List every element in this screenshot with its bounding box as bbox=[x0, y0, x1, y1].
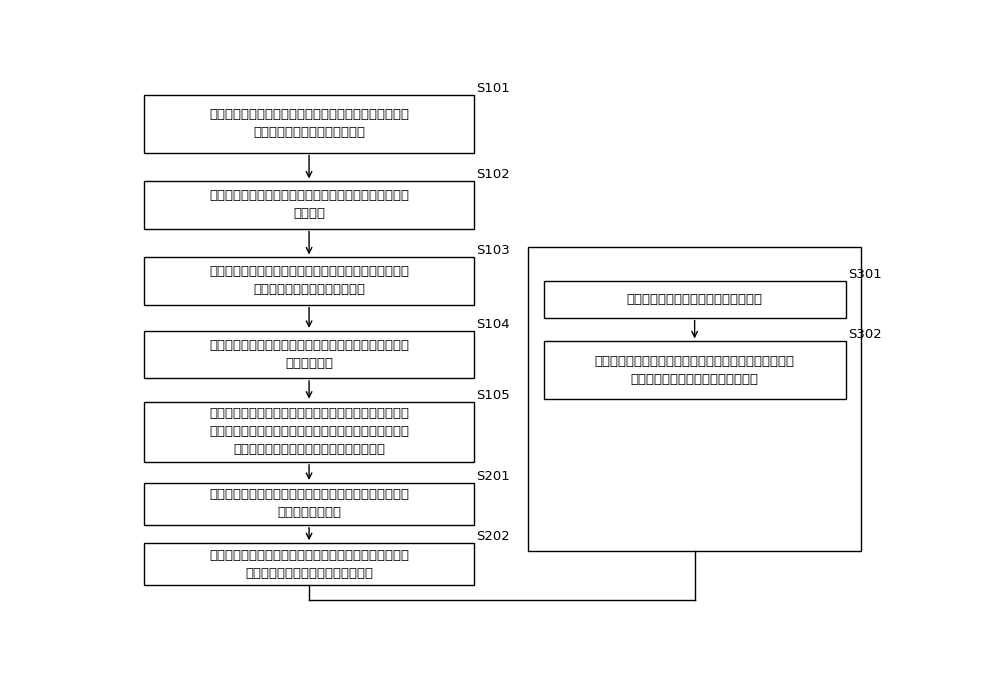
Bar bbox=[144, 181, 474, 229]
Text: 在地址编译模型数据中依次记录识别出的原始地址信息为
标准地址信息，以及记录识别出的原始地址信息在标准区
划地址信息的地址区划层级关系链中的级别: 在地址编译模型数据中依次记录识别出的原始地址信息为 标准地址信息，以及记录识别出… bbox=[209, 407, 409, 456]
Bar bbox=[544, 341, 846, 399]
Bar bbox=[144, 402, 474, 462]
Text: S102: S102 bbox=[476, 168, 510, 181]
Bar bbox=[544, 281, 846, 317]
Bar bbox=[144, 483, 474, 525]
Bar bbox=[144, 95, 474, 153]
Text: S201: S201 bbox=[476, 470, 510, 483]
Text: S101: S101 bbox=[476, 82, 510, 95]
Text: 依次识别原始地址信息中下一级属于标准区划地址信息的
原始地址信息: 依次识别原始地址信息中下一级属于标准区划地址信息的 原始地址信息 bbox=[209, 339, 409, 370]
Text: S104: S104 bbox=[476, 318, 510, 331]
Bar bbox=[528, 247, 861, 551]
Text: S103: S103 bbox=[476, 244, 510, 257]
Text: S202: S202 bbox=[476, 530, 510, 543]
Text: 识别属于标准区划地址信息的原始地址信息，是否与标准
区划地址信息一致: 识别属于标准区划地址信息的原始地址信息，是否与标准 区划地址信息一致 bbox=[209, 488, 409, 520]
Bar bbox=[144, 331, 474, 378]
Bar bbox=[144, 543, 474, 585]
Text: S302: S302 bbox=[848, 328, 882, 341]
Text: 识别源数据的原始地址信息所属的国家: 识别源数据的原始地址信息所属的国家 bbox=[627, 293, 763, 306]
Text: 响应于原始地址信息与标准区划地址信息完不一致，在地
址编译模型数据中记录地址替换信息: 响应于原始地址信息与标准区划地址信息完不一致，在地 址编译模型数据中记录地址替换… bbox=[209, 549, 409, 580]
Text: 根据源数据中包含的原始地址信息，查询并获得与原始地
址信息相关的标准国际区划数据: 根据源数据中包含的原始地址信息，查询并获得与原始地 址信息相关的标准国际区划数据 bbox=[209, 108, 409, 139]
Text: 将第一个属于标准区划地址信息的原始地址信息作为地址
编译模型数据中的最高级别地址: 将第一个属于标准区划地址信息的原始地址信息作为地址 编译模型数据中的最高级别地址 bbox=[209, 266, 409, 296]
Bar bbox=[144, 257, 474, 304]
Text: S301: S301 bbox=[848, 268, 882, 281]
Text: 识别原始地址信息中第一个属于标准区划地址信息的原始
地址信息: 识别原始地址信息中第一个属于标准区划地址信息的原始 地址信息 bbox=[209, 189, 409, 221]
Text: S105: S105 bbox=[476, 389, 510, 402]
Text: 在地址编译模型数据中记录编译语言，编译语言为国家的
官方语言和／或者预定的非官方语言: 在地址编译模型数据中记录编译语言，编译语言为国家的 官方语言和／或者预定的非官方… bbox=[595, 355, 795, 385]
